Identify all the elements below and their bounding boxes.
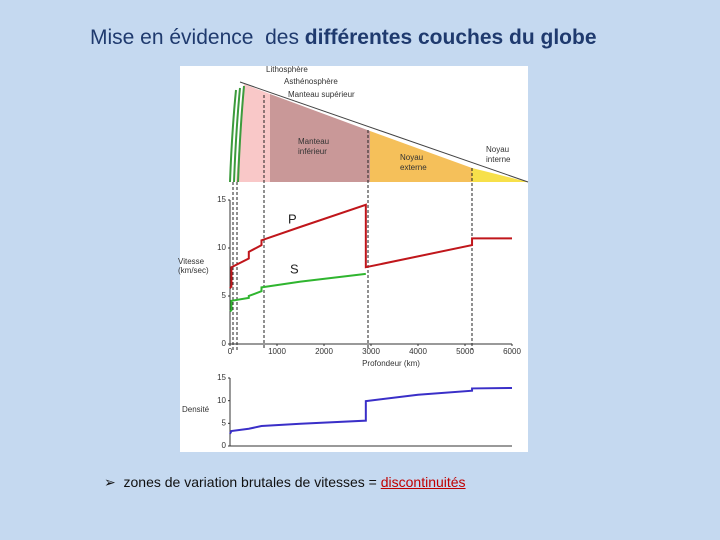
- y-tick-label: 15: [217, 195, 226, 204]
- x-tick-label: 2000: [315, 347, 333, 356]
- layer-upper-mantle: [236, 84, 270, 182]
- x-tick-label: 1000: [268, 347, 286, 356]
- layer-label: Manteau supérieur: [288, 90, 355, 99]
- y-tick-label: 5: [222, 418, 227, 427]
- series-line: [229, 386, 513, 435]
- y-tick-label: 10: [217, 243, 226, 252]
- boundaries: [232, 95, 473, 350]
- x-tick-label: 5000: [456, 347, 474, 356]
- layer-label: Noyau: [400, 153, 423, 162]
- x-tick-label: 0: [228, 347, 233, 356]
- y-axis-label: Vitesse: [178, 257, 205, 266]
- layer-inner-core: [472, 168, 528, 182]
- y-tick-label: 10: [217, 396, 226, 405]
- y-tick-label: 0: [222, 441, 227, 450]
- layer-label: Noyau: [486, 145, 509, 154]
- y-axis-label: Densité: [182, 405, 210, 414]
- layer-outer-core: [370, 131, 472, 182]
- y-tick-label: 15: [217, 373, 226, 382]
- series-line: [229, 272, 366, 313]
- y-tick-label: 0: [222, 339, 227, 348]
- bullet: ➢ zones de variation brutales de vitesse…: [104, 474, 466, 490]
- layer-label: interne: [486, 155, 511, 164]
- x-axis-label: Profondeur (km): [362, 359, 420, 368]
- x-tick-label: 4000: [409, 347, 427, 356]
- title-text: Mise en évidence des: [90, 26, 305, 49]
- bullet-highlight: discontinuités: [380, 474, 466, 490]
- series-line: [229, 203, 512, 289]
- x-tick-label: 6000: [503, 347, 521, 356]
- x-tick-label: 3000: [362, 347, 380, 356]
- bullet-text: zones de variation brutales de vitesses …: [123, 474, 381, 490]
- series-label: S: [290, 261, 299, 276]
- layer-label: Asthénosphère: [284, 77, 338, 86]
- layer-label: Lithosphère: [266, 65, 308, 74]
- layer-label: externe: [400, 163, 427, 172]
- section-edge: [239, 81, 529, 183]
- series-label: P: [288, 211, 297, 226]
- slide-title: Mise en évidence des différentes couches…: [90, 26, 597, 50]
- crust-lines: [229, 85, 245, 183]
- layer-label: inférieur: [298, 147, 327, 156]
- y-tick-label: 5: [222, 291, 227, 300]
- layer-label: Manteau: [298, 137, 329, 146]
- title-bold: différentes couches du globe: [304, 26, 597, 49]
- y-axis-label: (km/sec): [178, 266, 209, 275]
- layer-lower-mantle: [270, 94, 370, 182]
